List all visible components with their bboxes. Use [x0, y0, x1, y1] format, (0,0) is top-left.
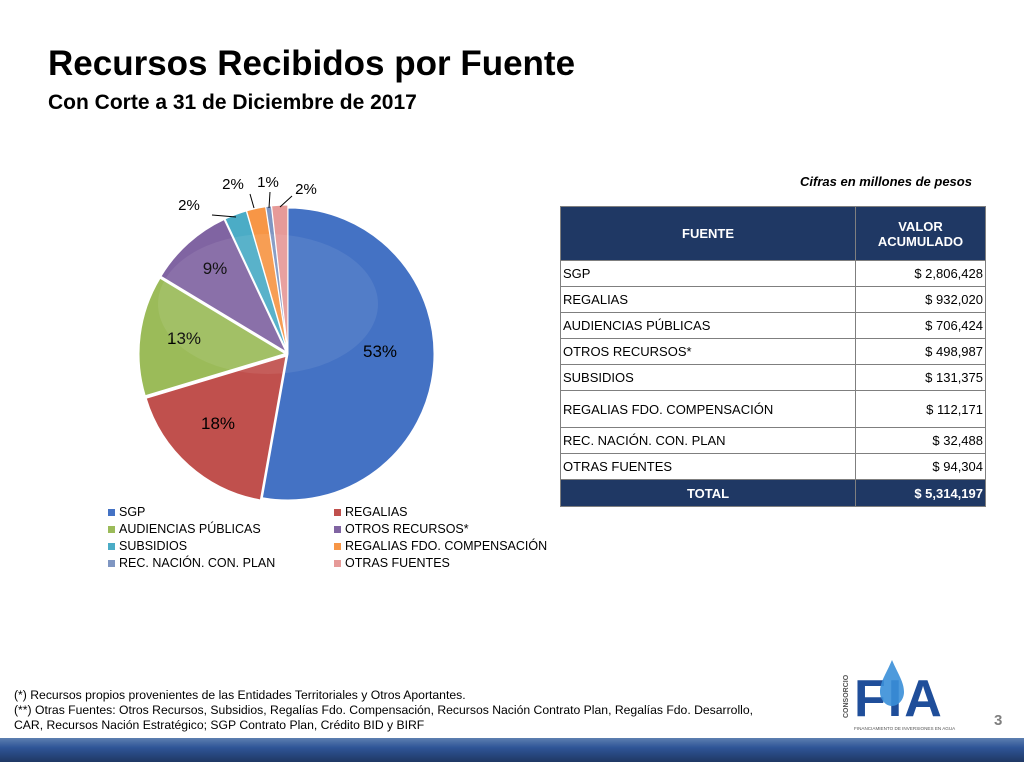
legend-item: REC. NACIÓN. CON. PLAN — [108, 556, 275, 570]
legend-swatch — [108, 508, 115, 516]
cell-fuente: OTRAS FUENTES — [560, 453, 856, 480]
cell-fuente: REGALIAS — [560, 286, 856, 313]
data-label: 53% — [363, 342, 397, 361]
total-label: TOTAL — [560, 479, 856, 507]
cell-valor: $ 32,488 — [855, 427, 986, 454]
total-value: $ 5,314,197 — [855, 479, 986, 507]
logo-vertical-text: CONSORCIO — [843, 674, 850, 718]
water-drop-icon — [880, 660, 904, 706]
data-label: 18% — [201, 414, 235, 433]
legend-item: OTROS RECURSOS* — [334, 522, 469, 536]
footnote-1: (*) Recursos propios provenientes de las… — [14, 688, 466, 702]
leader-line — [249, 193, 255, 209]
table-row: SGP $ 2,806,428 — [560, 260, 986, 287]
leader-line — [279, 195, 293, 208]
legend-label: OTROS RECURSOS* — [345, 522, 469, 536]
cell-fuente: SGP — [560, 260, 856, 287]
data-label: 2% — [222, 176, 244, 193]
legend-swatch — [334, 508, 341, 516]
header-fuente: FUENTE — [560, 206, 856, 261]
legend-item: REGALIAS — [334, 505, 408, 519]
cell-valor: $ 112,171 — [855, 390, 986, 428]
page-subtitle: Con Corte a 31 de Diciembre de 2017 — [48, 91, 417, 114]
footnote-3: CAR, Recursos Nación Estratégico; SGP Co… — [14, 718, 425, 732]
footer-bar — [0, 738, 1024, 762]
units-note: Cifras en millones de pesos — [800, 174, 972, 189]
fia-logo: CONSORCIO FIA FINANCIAMIENTO DE INVERSIO… — [843, 660, 956, 731]
data-label: 2% — [178, 197, 200, 214]
leader-line — [211, 214, 237, 218]
legend-item: OTRAS FUENTES — [334, 556, 450, 570]
pie-slice — [160, 218, 288, 354]
logo-tagline: FINANCIAMIENTO DE INVERSIONES EN AGUA — [854, 726, 956, 731]
cell-valor: $ 932,020 — [855, 286, 986, 313]
pie-chart: 53% 18% 13% 9% 2% 2% 1% 2% — [138, 174, 435, 501]
table-total-row: TOTAL $ 5,314,197 — [560, 479, 986, 507]
legend-swatch — [334, 525, 341, 533]
table-row: OTRAS FUENTES $ 94,304 — [560, 453, 986, 480]
pie-slice — [145, 355, 287, 501]
legend-item: SGP — [108, 505, 145, 519]
cell-fuente: SUBSIDIOS — [560, 364, 856, 391]
footnotes: (*) Recursos propios provenientes de las… — [14, 688, 753, 733]
legend-label: AUDIENCIAS PÚBLICAS — [119, 522, 261, 536]
legend-label: REGALIAS — [345, 505, 408, 519]
legend-label: SGP — [119, 505, 146, 519]
cell-fuente: AUDIENCIAS PÚBLICAS — [560, 312, 856, 339]
cell-valor: $ 498,987 — [855, 338, 986, 365]
table-row: AUDIENCIAS PÚBLICAS $ 706,424 — [560, 312, 986, 339]
cell-valor: $ 706,424 — [855, 312, 986, 339]
legend-swatch — [108, 542, 115, 550]
footnote-2: (**) Otras Fuentes: Otros Recursos, Subs… — [14, 703, 754, 717]
sources-table: FUENTE VALOR ACUMULADO SGP $ 2,806,428 RE… — [560, 206, 986, 507]
legend-label: REGALIAS FDO. COMPENSACIÓN — [345, 539, 548, 553]
legend-swatch — [334, 559, 341, 567]
legend-label: REC. NACIÓN. CON. PLAN — [119, 556, 276, 570]
data-label: 13% — [167, 329, 201, 348]
cell-valor: $ 2,806,428 — [855, 260, 986, 287]
cell-valor: $ 94,304 — [855, 453, 986, 480]
cell-fuente: REC. NACIÓN. CON. PLAN — [560, 427, 856, 454]
data-label: 1% — [257, 174, 279, 191]
pie-slice — [138, 277, 287, 397]
legend-item: AUDIENCIAS PÚBLICAS — [108, 522, 261, 536]
legend-swatch — [334, 542, 341, 550]
table-row: OTROS RECURSOS* $ 498,987 — [560, 338, 986, 365]
legend-label: OTRAS FUENTES — [345, 556, 450, 570]
table-row: REGALIAS FDO. COMPENSACIÓN $ 112,171 — [560, 390, 986, 428]
leader-line — [268, 191, 271, 209]
table-row: REC. NACIÓN. CON. PLAN $ 32,488 — [560, 427, 986, 454]
legend-item: SUBSIDIOS — [108, 539, 187, 553]
legend-swatch — [108, 559, 115, 567]
cell-fuente: OTROS RECURSOS* — [560, 338, 856, 365]
page-number: 3 — [994, 712, 1003, 729]
cell-fuente: REGALIAS FDO. COMPENSACIÓN — [560, 390, 856, 428]
page-title: Recursos Recibidos por Fuente — [48, 44, 576, 83]
data-label: 2% — [295, 181, 317, 198]
legend-label: SUBSIDIOS — [119, 539, 188, 553]
data-label: 9% — [203, 259, 228, 278]
pie-highlight — [158, 234, 378, 374]
pie-slice — [261, 207, 435, 501]
header-valor: VALOR ACUMULADO — [855, 206, 986, 261]
legend-swatch — [108, 525, 115, 533]
cell-valor: $ 131,375 — [855, 364, 986, 391]
table-row: REGALIAS $ 932,020 — [560, 286, 986, 313]
legend-item: REGALIAS FDO. COMPENSACIÓN — [334, 539, 547, 553]
table-row: SUBSIDIOS $ 131,375 — [560, 364, 986, 391]
pie-slice — [271, 204, 289, 352]
